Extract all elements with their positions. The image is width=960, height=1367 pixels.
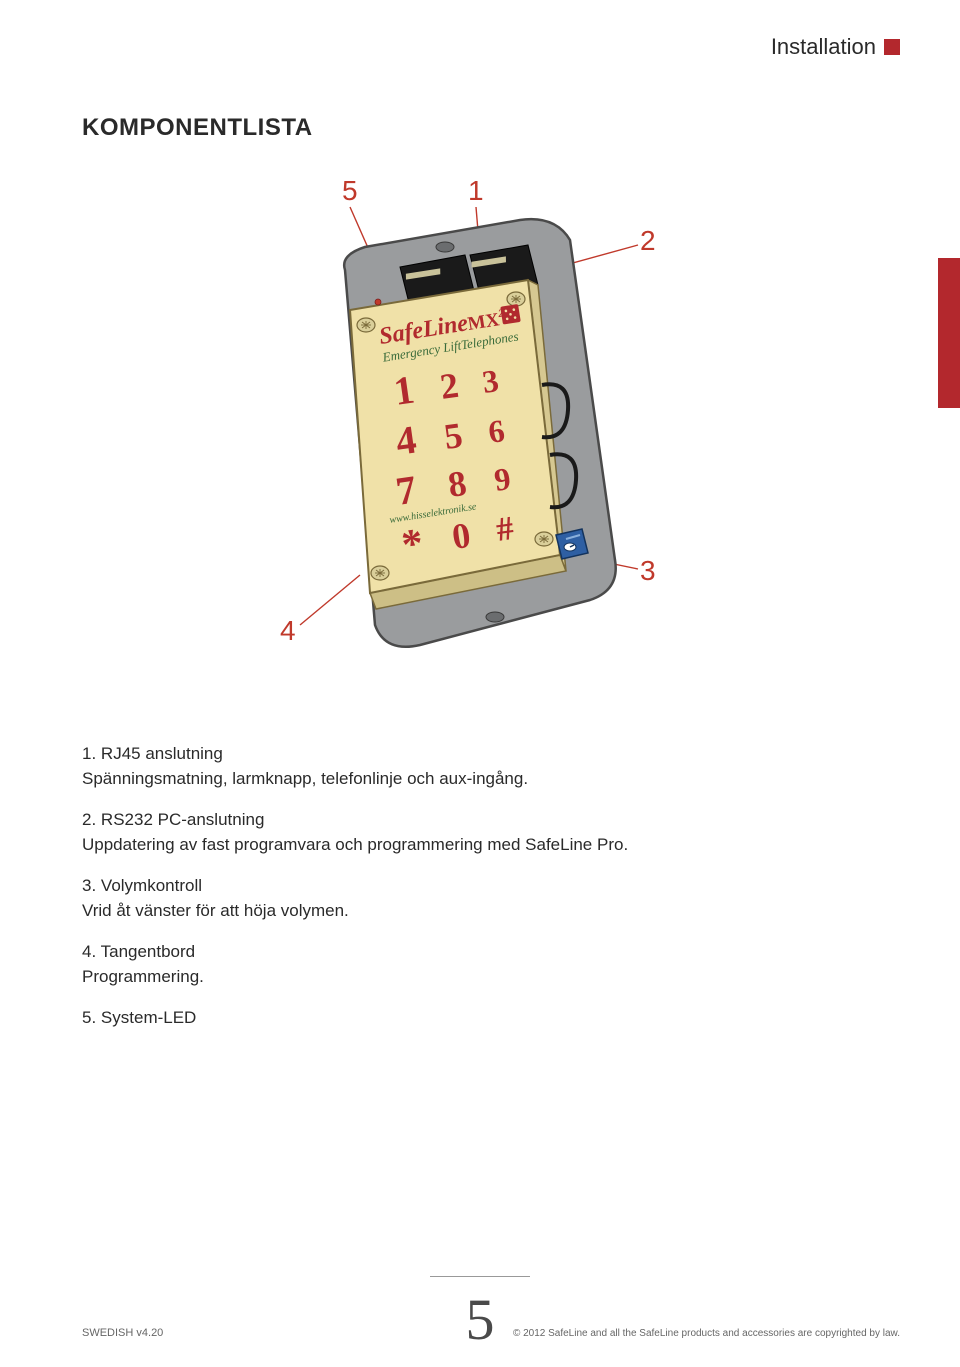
callout-2: 2 bbox=[640, 225, 656, 257]
section-title: KOMPONENTLISTA bbox=[82, 114, 313, 142]
component-item-3: 3. Volymkontroll Vrid åt vänster för att… bbox=[82, 874, 702, 923]
header-right: Installation bbox=[771, 34, 900, 60]
item-1-title: 1. RJ45 anslutning bbox=[82, 744, 223, 763]
component-item-4: 4. Tangentbord Programmering. bbox=[82, 940, 702, 989]
footer-left: SWEDISH v4.20 bbox=[82, 1327, 163, 1339]
component-item-1: 1. RJ45 anslutning Spänningsmatning, lar… bbox=[82, 742, 702, 791]
component-item-5: 5. System-LED bbox=[82, 1006, 702, 1031]
header-label: Installation bbox=[771, 34, 876, 60]
item-4-desc: Programmering. bbox=[82, 967, 204, 986]
callout-4: 4 bbox=[280, 615, 296, 647]
item-3-title: 3. Volymkontroll bbox=[82, 876, 202, 895]
item-2-title: 2. RS232 PC-anslutning bbox=[82, 810, 264, 829]
component-item-2: 2. RS232 PC-anslutning Uppdatering av fa… bbox=[82, 808, 702, 857]
component-diagram: 5 1 2 3 4 bbox=[270, 175, 700, 695]
page-number: 5 bbox=[466, 1286, 495, 1353]
footer-rule bbox=[430, 1276, 530, 1277]
callout-5: 5 bbox=[342, 175, 358, 207]
item-2-desc: Uppdatering av fast programvara och prog… bbox=[82, 835, 628, 854]
header-accent-square bbox=[884, 39, 900, 55]
item-4-title: 4. Tangentbord bbox=[82, 942, 195, 961]
callout-3: 3 bbox=[640, 555, 656, 587]
footer-right: © 2012 SafeLine and all the SafeLine pro… bbox=[513, 1328, 900, 1339]
item-5-title: 5. System-LED bbox=[82, 1008, 196, 1027]
item-1-desc: Spänningsmatning, larmknapp, telefonlinj… bbox=[82, 769, 528, 788]
device-illustration: SafeLineMX2 Emergency LiftTelephones 1 2… bbox=[270, 175, 700, 695]
side-tab bbox=[938, 258, 960, 408]
item-3-desc: Vrid åt vänster för att höja volymen. bbox=[82, 901, 349, 920]
callout-1: 1 bbox=[468, 175, 484, 207]
